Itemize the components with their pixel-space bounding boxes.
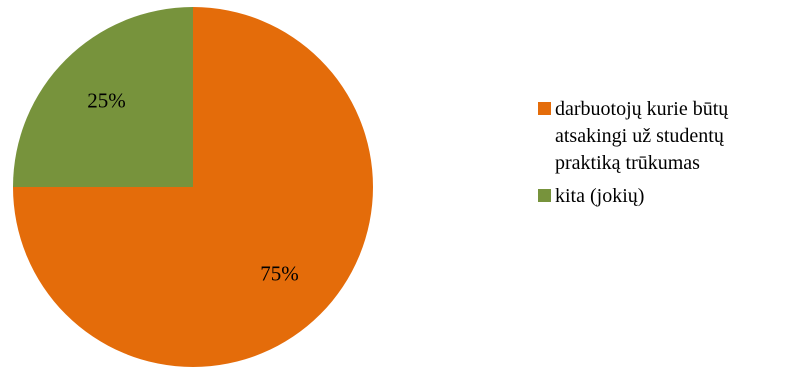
- legend-swatch-other: [538, 189, 551, 202]
- legend: darbuotojų kurie būtų atsakingi už stude…: [538, 96, 788, 216]
- data-label-staff-shortage: 75%: [260, 262, 299, 286]
- pie-slice-other: [13, 7, 193, 187]
- legend-item-other: kita (jokių): [538, 183, 788, 210]
- pie-slices: [13, 7, 373, 367]
- legend-swatch-staff-shortage: [538, 102, 551, 115]
- pie-data-labels: 75% 25%: [87, 88, 299, 285]
- legend-label-other: kita (jokių): [555, 185, 645, 207]
- legend-label-staff-shortage: darbuotojų kurie būtų atsakingi už stude…: [555, 98, 729, 174]
- legend-item-staff-shortage: darbuotojų kurie būtų atsakingi už stude…: [538, 96, 788, 177]
- data-label-other: 25%: [87, 88, 126, 112]
